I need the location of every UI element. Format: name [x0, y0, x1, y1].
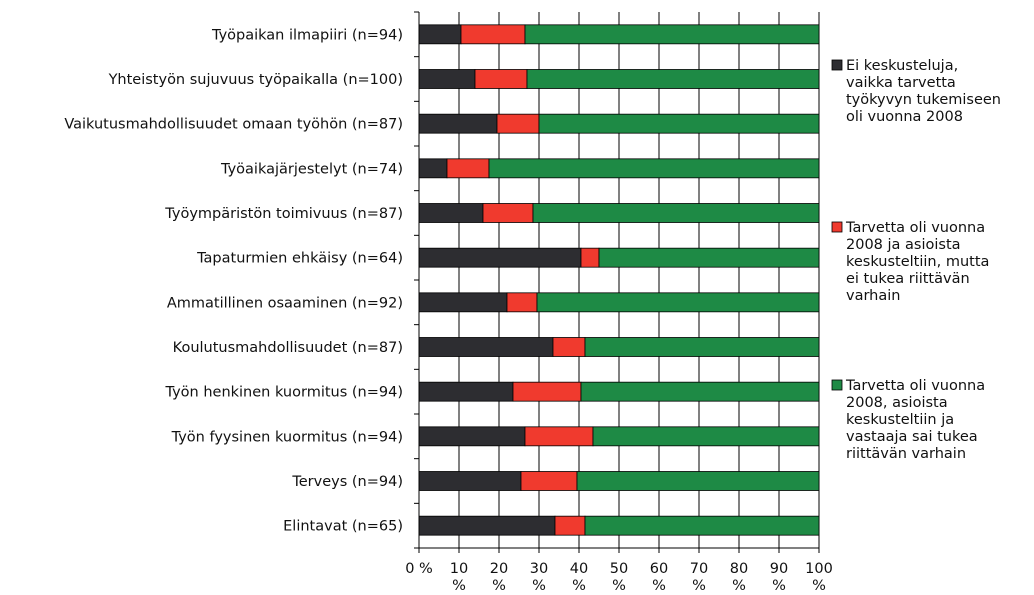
x-tick-labels: 0 % 10 % 20 % 30 % 40 % 50 % 60 % 70 % 80 % 90 % 100% — [405, 561, 833, 594]
legend-swatch-series-1 — [831, 59, 843, 71]
x-tick-label: 60% — [650, 561, 668, 594]
bar-segment-series-1 — [418, 426, 526, 447]
category-label: Terveys (n=94) — [291, 474, 403, 490]
category-label: Työympäristön toimivuus (n=87) — [164, 206, 403, 222]
bar-segment-series-3 — [598, 247, 820, 268]
bar-segment-series-2 — [496, 113, 540, 134]
bar-segment-series-1 — [418, 292, 508, 313]
bar-segment-series-3 — [526, 69, 820, 89]
bar-segment-series-1 — [418, 113, 498, 134]
bar-segment-series-1 — [418, 24, 462, 45]
bar-segment-series-1 — [418, 158, 448, 179]
bar-segment-series-1 — [418, 69, 476, 89]
x-tick-label: 0 % — [405, 561, 433, 577]
bar-segment-series-3 — [580, 381, 820, 402]
bar-segment-series-3 — [488, 158, 820, 179]
bar-segment-series-1 — [418, 515, 556, 536]
category-labels: Työpaikan ilmapiiri (n=94) Yhteistyön suj… — [64, 27, 403, 534]
bar-segment-series-3 — [584, 515, 820, 536]
bar-segment-series-2 — [552, 337, 586, 357]
bar-segment-series-2 — [554, 515, 586, 536]
category-label: Työn fyysinen kuormitus (n=94) — [171, 429, 403, 445]
x-tick-label: 70% — [690, 561, 708, 594]
bar-segment-series-1 — [418, 337, 554, 357]
bar-segment-series-2 — [520, 471, 578, 491]
x-tick-label: 50% — [610, 561, 628, 594]
bar-segment-series-2 — [482, 203, 534, 223]
bar-segment-series-3 — [532, 203, 820, 223]
category-label: Yhteistyön sujuvuus työpaikalla (n=100) — [108, 72, 403, 88]
x-tick-label: 40% — [570, 561, 588, 594]
bar-segment-series-3 — [536, 292, 820, 313]
legend-swatch-series-2 — [831, 221, 843, 233]
axes — [414, 11, 820, 553]
bar-segment-series-2 — [446, 158, 490, 179]
bar-segment-series-3 — [524, 24, 820, 45]
grid — [458, 12, 820, 548]
legend-label-series-2: Tarvetta oli vuonna 2008 ja asioista kesku… — [845, 220, 989, 304]
bar-segment-series-1 — [418, 247, 582, 268]
bar-segment-series-2 — [524, 426, 594, 447]
bar-segment-series-1 — [418, 381, 514, 402]
bar-segment-series-3 — [584, 337, 820, 357]
legend: Ei keskusteluja, vaikka tarvetta työkyvyn … — [831, 58, 1001, 462]
category-label: Ammatillinen osaaminen (n=92) — [167, 295, 403, 311]
x-tick-label: 80% — [730, 561, 748, 594]
bar-segment-series-1 — [418, 471, 522, 491]
bar-segment-series-3 — [576, 471, 820, 491]
category-label: Koulutusmahdollisuudet (n=87) — [173, 340, 403, 356]
legend-label-series-1: Ei keskusteluja, vaikka tarvetta työkyvyn … — [846, 58, 1001, 125]
bar-segment-series-2 — [460, 24, 526, 45]
category-label: Elintavat (n=65) — [283, 519, 403, 535]
bar-segment-series-2 — [580, 247, 600, 268]
bar-segment-series-2 — [512, 381, 582, 402]
category-label: Työn henkinen kuormitus (n=94) — [164, 385, 403, 401]
bar-segment-series-2 — [474, 69, 528, 89]
bar-segment-series-1 — [418, 203, 484, 223]
category-label: Vaikutusmahdollisuudet omaan työhön (n=8… — [64, 117, 403, 133]
bar-segment-series-2 — [506, 292, 538, 313]
legend-label-series-3: Tarvetta oli vuonna 2008, asioista keskust… — [845, 378, 985, 462]
bar-segment-series-3 — [538, 113, 820, 134]
x-tick-label: 30% — [530, 561, 548, 594]
x-tick-label: 100% — [805, 561, 833, 594]
bar-segment-series-3 — [592, 426, 820, 447]
bars — [418, 24, 820, 536]
category-label: Tapaturmien ehkäisy (n=64) — [196, 251, 403, 267]
x-tick-label: 10% — [450, 561, 468, 594]
category-label: Työaikajärjestelyt (n=74) — [220, 161, 403, 177]
x-tick-label: 90% — [770, 561, 788, 594]
category-label: Työpaikan ilmapiiri (n=94) — [211, 27, 403, 43]
legend-swatch-series-3 — [831, 379, 843, 391]
x-tick-label: 20% — [490, 561, 508, 594]
